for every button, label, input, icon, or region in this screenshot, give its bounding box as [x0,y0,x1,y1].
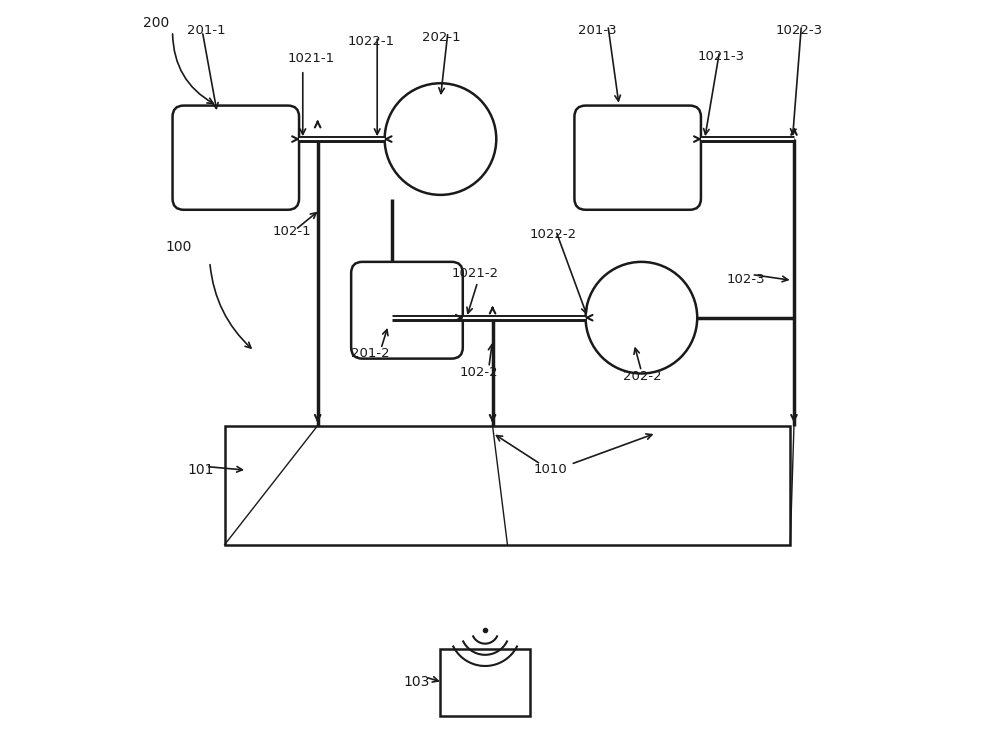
Text: 102-1: 102-1 [273,225,312,238]
Circle shape [586,262,697,374]
Text: 201-1: 201-1 [187,24,226,37]
Text: 200: 200 [143,16,169,31]
Text: 1010: 1010 [533,463,567,476]
Text: 202-1: 202-1 [422,31,460,44]
FancyBboxPatch shape [173,105,299,210]
Text: 201-3: 201-3 [578,24,617,37]
Text: 1022-1: 1022-1 [347,35,395,48]
Text: 103: 103 [403,675,430,689]
Text: 1021-2: 1021-2 [452,267,499,280]
Bar [440,649,530,716]
Text: 201-2: 201-2 [351,347,390,361]
Text: 101: 101 [187,463,214,477]
Text: 1022-2: 1022-2 [530,229,577,241]
Text: 1021-1: 1021-1 [288,52,335,65]
Text: 102-2: 102-2 [459,366,498,379]
FancyBboxPatch shape [351,262,463,359]
Text: 100: 100 [165,240,191,253]
Text: 202-2: 202-2 [623,370,661,382]
Bar [225,426,790,545]
Circle shape [385,83,496,195]
FancyBboxPatch shape [574,105,701,210]
Text: 1021-3: 1021-3 [697,50,744,63]
Text: 1022-3: 1022-3 [775,24,822,37]
Text: 102-3: 102-3 [727,273,766,286]
